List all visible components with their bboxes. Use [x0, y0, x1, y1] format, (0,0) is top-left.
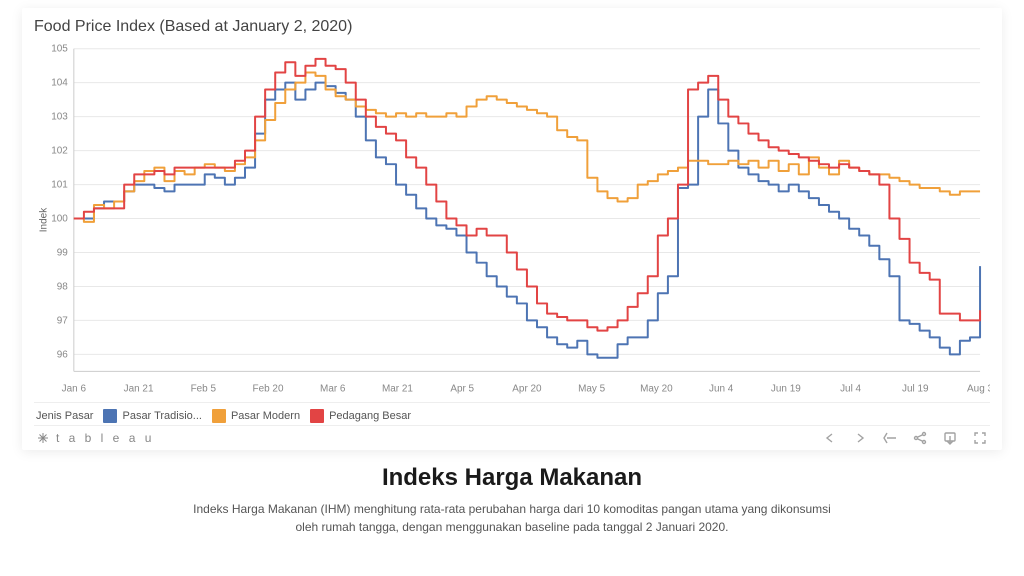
page-description: Indeks Harga Makanan (IHM) menghitung ra…	[192, 500, 832, 536]
legend-title: Jenis Pasar	[36, 410, 93, 422]
svg-text:101: 101	[51, 180, 68, 191]
svg-text:Jan 21: Jan 21	[124, 383, 154, 394]
svg-text:Jul 19: Jul 19	[902, 383, 929, 394]
svg-text:Jun 19: Jun 19	[771, 383, 801, 394]
tableau-brand-text: t a b l e a u	[56, 431, 154, 445]
legend-label-1: Pasar Modern	[231, 410, 300, 422]
chart-title: Food Price Index (Based at January 2, 20…	[34, 18, 990, 36]
toolbar-actions	[822, 430, 988, 446]
svg-text:96: 96	[57, 349, 69, 360]
svg-text:Feb 20: Feb 20	[253, 383, 284, 394]
svg-text:Feb 5: Feb 5	[191, 383, 217, 394]
svg-text:97: 97	[57, 315, 69, 326]
svg-text:105: 105	[51, 44, 68, 55]
svg-text:Jul 4: Jul 4	[840, 383, 861, 394]
legend-label-2: Pedagang Besar	[329, 410, 411, 422]
share-icon[interactable]	[912, 430, 928, 446]
legend-swatch-1	[212, 409, 226, 423]
tableau-toolbar: t a b l e a u	[34, 425, 990, 446]
undo-icon[interactable]	[822, 430, 838, 446]
legend-swatch-2	[310, 409, 324, 423]
legend-item-2[interactable]: Pedagang Besar	[310, 409, 411, 423]
svg-text:May 20: May 20	[640, 383, 673, 394]
svg-text:Mar 6: Mar 6	[320, 383, 346, 394]
redo-icon[interactable]	[852, 430, 868, 446]
tableau-logo-icon	[36, 431, 50, 445]
legend-item-1[interactable]: Pasar Modern	[212, 409, 300, 423]
chart-area: Indek 96 97 98 99 100 101 102 103 104 105 Jan 6 Jan…	[34, 40, 990, 400]
svg-text:100: 100	[51, 214, 68, 225]
svg-text:102: 102	[51, 146, 68, 157]
svg-text:104: 104	[51, 78, 68, 89]
legend-item-0[interactable]: Pasar Tradisio...	[103, 409, 201, 423]
fullscreen-icon[interactable]	[972, 430, 988, 446]
chart-card: Food Price Index (Based at January 2, 20…	[22, 8, 1002, 450]
svg-text:Apr 20: Apr 20	[512, 383, 542, 394]
svg-text:103: 103	[51, 112, 68, 123]
svg-text:99: 99	[57, 247, 69, 258]
legend-label-0: Pasar Tradisio...	[122, 410, 201, 422]
download-icon[interactable]	[942, 430, 958, 446]
legend: Jenis Pasar Pasar Tradisio... Pasar Mode…	[34, 402, 990, 425]
reset-icon[interactable]	[882, 430, 898, 446]
legend-swatch-0	[103, 409, 117, 423]
svg-text:Apr 5: Apr 5	[450, 383, 474, 394]
svg-text:Mar 21: Mar 21	[382, 383, 413, 394]
page-headline: Indeks Harga Makanan	[382, 464, 642, 492]
svg-text:Jun 4: Jun 4	[709, 383, 734, 394]
y-axis-label: Indek	[39, 208, 50, 232]
svg-text:Aug 3: Aug 3	[967, 383, 990, 394]
svg-text:May 5: May 5	[578, 383, 606, 394]
svg-text:Jan 6: Jan 6	[62, 383, 87, 394]
tableau-brand[interactable]: t a b l e a u	[36, 431, 154, 445]
line-chart-svg: 96 97 98 99 100 101 102 103 104 105 Jan 6 Jan 21 Feb…	[34, 40, 990, 400]
svg-text:98: 98	[57, 281, 69, 292]
